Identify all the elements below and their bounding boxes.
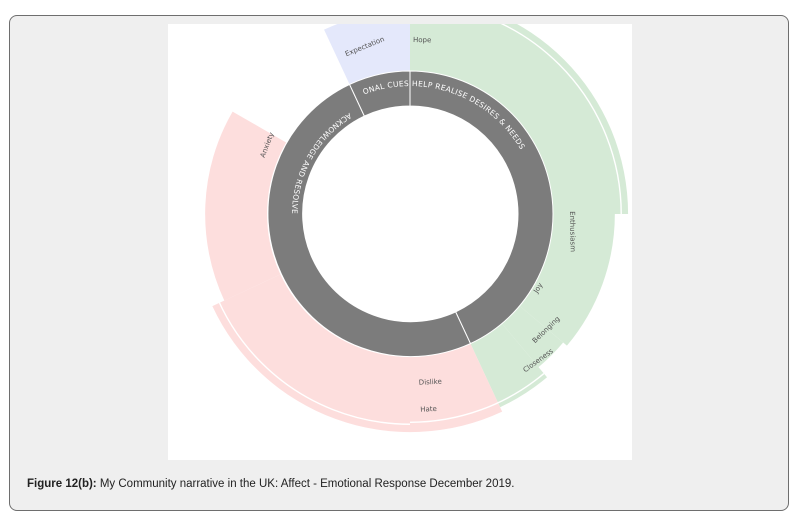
segment-expectation[interactable]	[324, 24, 410, 85]
divider-dislike	[199, 213, 411, 425]
label-hope: Hope	[413, 36, 431, 44]
outer-ring	[199, 24, 629, 433]
segment-hate[interactable]	[212, 274, 503, 433]
sunburst-svg: HELP REALISE DESIRES & NEEDSACKNOWLEDGE …	[199, 24, 629, 433]
label-enthusiasm: Enthusiasm	[568, 211, 577, 252]
inner-segment-acknowledge-and-resolve[interactable]	[267, 83, 472, 358]
inner-segment-help-realise-desires-needs[interactable]	[409, 70, 554, 345]
caption-text: My Community narrative in the UK: Affect…	[99, 478, 515, 490]
inner-segment-onal-cues[interactable]	[348, 70, 411, 117]
segment-anxiety[interactable]	[205, 111, 287, 301]
sunburst-chart: HELP REALISE DESIRES & NEEDS ACKNOWLEDGE …	[168, 24, 632, 460]
inner-ring	[267, 70, 554, 358]
label-hate: Hate	[420, 405, 437, 414]
divider-belonging	[409, 373, 545, 423]
segment-enthusiasm[interactable]	[519, 214, 615, 346]
figure-caption: Figure 12(b): My Community narrative in …	[27, 478, 514, 490]
divider-hope	[500, 24, 622, 215]
segment-optimism[interactable]	[410, 24, 629, 214]
label-dislike: Dislike	[419, 378, 442, 387]
segment-joy[interactable]	[501, 305, 564, 368]
caption-label: Figure 12(b):	[27, 478, 97, 490]
